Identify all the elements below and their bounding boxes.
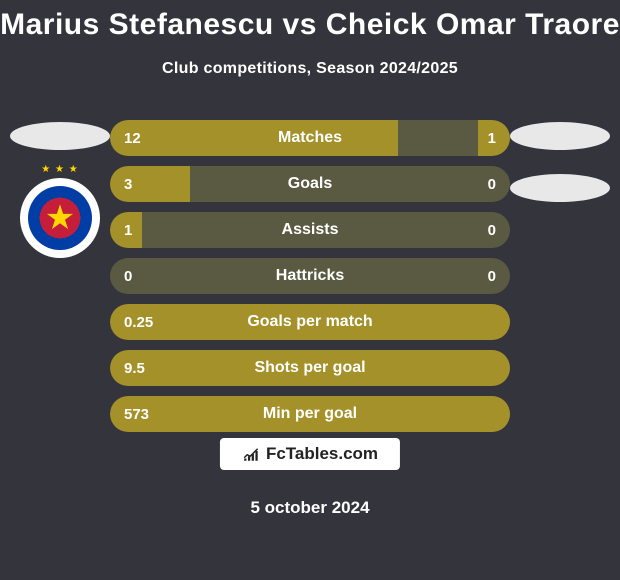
club-badge-left: ★ ★ ★ ★ [20, 178, 100, 258]
stats-container: 12 Matches 1 3 Goals 0 1 Assists 0 0 Hattricks 0 0.2… [110, 120, 510, 442]
stat-row: 0 Hattricks 0 [110, 258, 510, 294]
stat-value-left: 3 [124, 176, 132, 193]
badge-stars-icon: ★ ★ ★ [41, 164, 78, 175]
star-icon: ★ [45, 198, 75, 238]
stat-value-left: 573 [124, 406, 149, 423]
stat-value-left: 1 [124, 222, 132, 239]
stat-value-right: 0 [488, 176, 496, 193]
stat-value-left: 12 [124, 130, 141, 147]
branding[interactable]: FcTables.com [220, 438, 400, 470]
flag-left [10, 122, 110, 150]
stat-row: 573 Min per goal [110, 396, 510, 432]
stat-label: Shots per goal [254, 359, 365, 377]
stat-row: 3 Goals 0 [110, 166, 510, 202]
flag-right-2 [510, 174, 610, 202]
stat-value-right: 1 [488, 130, 496, 147]
chart-icon [242, 445, 260, 463]
flag-right-1 [510, 122, 610, 150]
stat-fill-left [110, 120, 398, 156]
stat-label: Matches [278, 129, 342, 147]
stat-row: 1 Assists 0 [110, 212, 510, 248]
stat-label: Goals per match [247, 313, 372, 331]
stat-row: 0.25 Goals per match [110, 304, 510, 340]
stat-value-left: 0.25 [124, 314, 153, 331]
stat-label: Goals [288, 175, 332, 193]
badge-inner: ★ [28, 186, 92, 250]
stat-value-left: 0 [124, 268, 132, 285]
stat-label: Min per goal [263, 405, 357, 423]
stat-value-left: 9.5 [124, 360, 145, 377]
stat-row: 9.5 Shots per goal [110, 350, 510, 386]
stat-label: Hattricks [276, 267, 344, 285]
stat-row: 12 Matches 1 [110, 120, 510, 156]
subtitle: Club competitions, Season 2024/2025 [0, 60, 620, 78]
date-text: 5 october 2024 [250, 498, 369, 518]
stat-fill-left [110, 166, 190, 202]
page-title: Marius Stefanescu vs Cheick Omar Traore [0, 0, 620, 42]
stat-value-right: 0 [488, 268, 496, 285]
brand-text: FcTables.com [266, 444, 378, 464]
stat-label: Assists [282, 221, 339, 239]
stat-value-right: 0 [488, 222, 496, 239]
